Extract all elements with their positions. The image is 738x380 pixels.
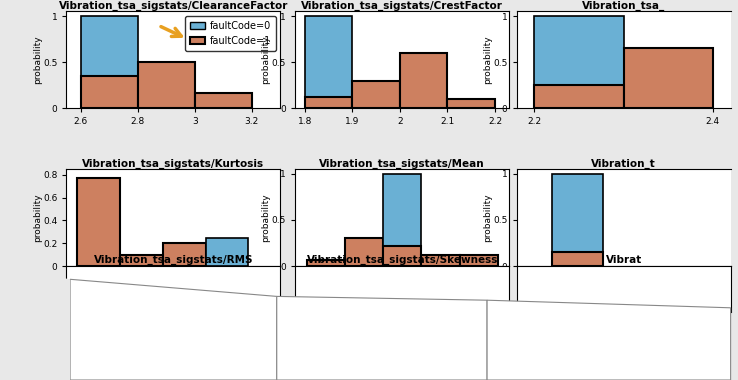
Bar: [305, 16, 352, 108]
Bar: [400, 53, 447, 108]
Bar: [552, 174, 603, 266]
Bar: [624, 48, 713, 108]
Bar: [80, 76, 138, 108]
Title: Vibration_tsa_sigstats/Mean: Vibration_tsa_sigstats/Mean: [320, 158, 485, 169]
Y-axis label: probability: probability: [483, 193, 492, 242]
Title: Vibrat: Vibrat: [605, 255, 642, 265]
Y-axis label: probability: probability: [261, 36, 270, 84]
Title: Vibration_tsa_sigstats/Skewness: Vibration_tsa_sigstats/Skewness: [306, 255, 498, 266]
Bar: [307, 260, 345, 266]
Bar: [345, 238, 383, 266]
Bar: [447, 99, 495, 108]
Bar: [534, 16, 624, 108]
Title: Vibration_tsa_sigstats/RMS: Vibration_tsa_sigstats/RMS: [94, 255, 253, 266]
Bar: [460, 255, 497, 266]
Bar: [80, 16, 138, 108]
Bar: [138, 62, 195, 108]
Bar: [205, 238, 248, 266]
Title: Vibration_tsa_sigstats/ClearanceFactor: Vibration_tsa_sigstats/ClearanceFactor: [59, 1, 288, 11]
Title: Vibration_t: Vibration_t: [591, 158, 656, 169]
Bar: [383, 246, 421, 266]
Bar: [195, 93, 252, 108]
Bar: [305, 97, 352, 108]
Bar: [552, 252, 603, 266]
Bar: [77, 178, 120, 266]
Y-axis label: probability: probability: [32, 36, 41, 84]
Bar: [120, 255, 162, 266]
Bar: [352, 81, 400, 108]
Y-axis label: probability: probability: [261, 193, 270, 242]
Bar: [534, 85, 624, 108]
Bar: [421, 255, 460, 266]
Legend: faultCode=0, faultCode=1: faultCode=0, faultCode=1: [185, 16, 275, 51]
Bar: [383, 174, 421, 266]
Title: Vibration_tsa_sigstats/CrestFactor: Vibration_tsa_sigstats/CrestFactor: [301, 1, 503, 11]
Title: Vibration_tsa_: Vibration_tsa_: [582, 1, 665, 11]
Bar: [162, 258, 205, 266]
Title: Vibration_tsa_sigstats/Kurtosis: Vibration_tsa_sigstats/Kurtosis: [83, 158, 264, 169]
Y-axis label: probability: probability: [32, 193, 41, 242]
Y-axis label: probability: probability: [483, 36, 492, 84]
Bar: [162, 243, 205, 266]
